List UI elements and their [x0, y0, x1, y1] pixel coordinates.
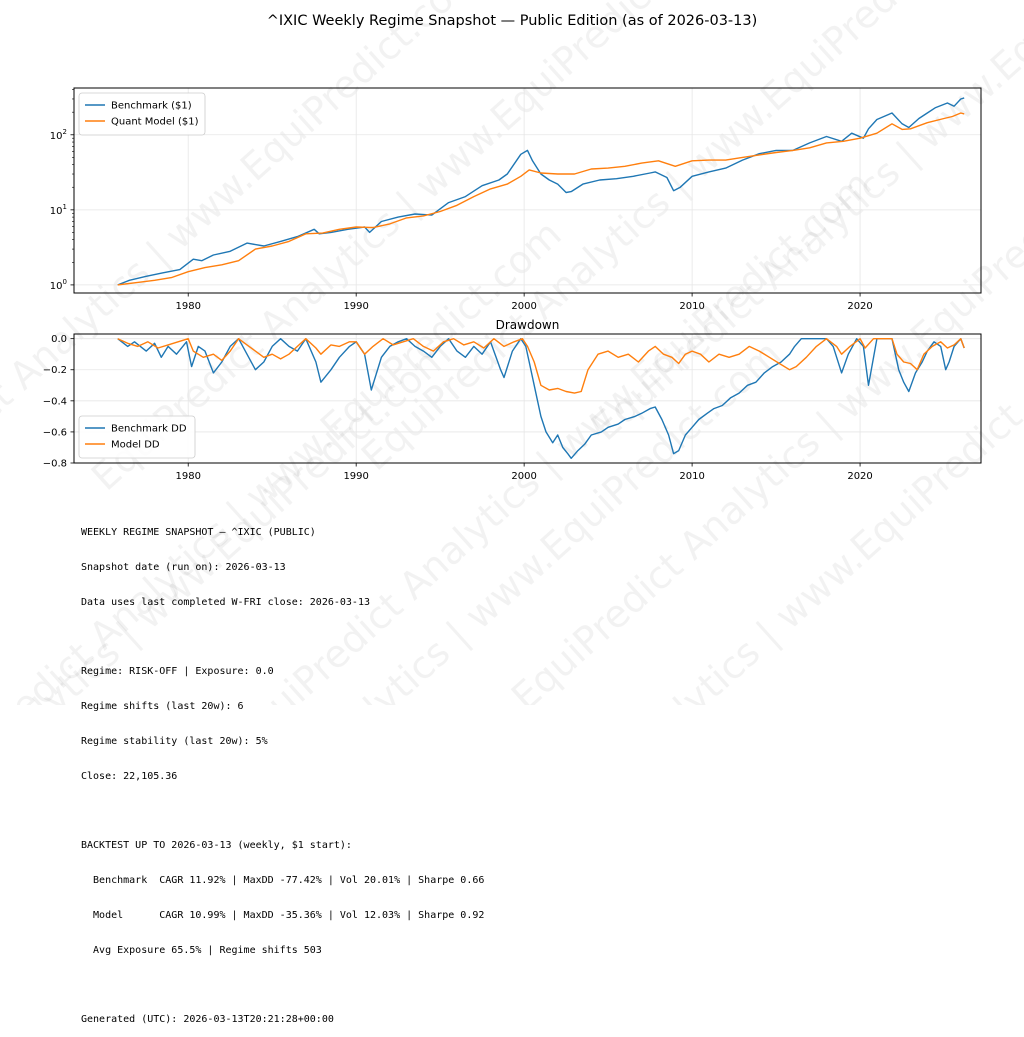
y-tick-label: −0.2 — [43, 365, 67, 376]
figure-canvas: EquiPredict Analytics | www.EquiPredict.… — [0, 0, 1024, 705]
drawdown-title: Drawdown — [496, 318, 560, 332]
x-tick-label: 2010 — [679, 301, 704, 312]
report-line-data-close: Data uses last completed W-FRI close: 20… — [81, 596, 370, 608]
legend-box — [78, 415, 196, 459]
drawdown-series-layer — [117, 338, 965, 459]
y-tick-label: 0.0 — [51, 334, 67, 345]
report-line-generated: Generated (UTC): 2026-03-13T20:21:28+00:… — [81, 1014, 334, 1026]
equity-gridlines — [74, 88, 981, 293]
drawdown-legend: Benchmark DD Model DD — [78, 415, 196, 459]
figure-title: ^IXIC Weekly Regime Snapshot — Public Ed… — [267, 13, 758, 29]
legend-label: Quant Model ($1) — [111, 117, 199, 128]
report-line-blank — [81, 632, 484, 644]
report-line-regime-shifts: Regime shifts (last 20w): 6 — [81, 701, 244, 713]
legend-label: Model DD — [111, 440, 160, 451]
x-tick-label: 2000 — [511, 301, 536, 312]
report-line-snapshot-date: Snapshot date (run on): 2026-03-13 — [81, 561, 286, 573]
y-tick-label: 100 — [50, 278, 67, 292]
series-line-benchmark-dd — [117, 338, 965, 459]
x-tick-label: 1990 — [343, 471, 368, 482]
report-line-heading: WEEKLY REGIME SNAPSHOT — ^IXIC (PUBLIC) — [81, 527, 316, 539]
x-tick-label: 1980 — [175, 301, 200, 312]
drawdown-axes-frame — [73, 333, 982, 464]
equity-axes-frame — [73, 87, 982, 294]
report-line-avg-exposure: Avg Exposure 65.5% | Regime shifts 503 — [81, 944, 322, 956]
report-line-model-stats: Model CAGR 10.99% | MaxDD -35.36% | Vol … — [81, 909, 485, 921]
y-tick-label: 102 — [50, 128, 67, 142]
y-tick-label: −0.8 — [43, 459, 67, 470]
equity-x-ticks: 1980 1990 2000 2010 2020 — [175, 293, 873, 312]
report-line-close: Close: 22,105.36 — [81, 770, 178, 782]
x-tick-label: 2020 — [847, 471, 872, 482]
report-line-regime-stability: Regime stability (last 20w): 5% — [81, 735, 268, 747]
series-line-quant-model-1 — [117, 112, 965, 286]
snapshot-report-text: WEEKLY REGIME SNAPSHOT — ^IXIC (PUBLIC) … — [81, 504, 484, 1037]
drawdown-x-ticks: 1980 1990 2000 2010 2020 — [175, 463, 873, 482]
x-tick-label: 1990 — [343, 301, 368, 312]
x-tick-label: 1980 — [175, 471, 200, 482]
y-tick-label: −0.4 — [43, 396, 67, 407]
report-line-backtest-heading: BACKTEST UP TO 2026-03-13 (weekly, $1 st… — [81, 840, 352, 852]
drawdown-y-ticks: 0.0 −0.2 −0.4 −0.6 −0.8 — [43, 334, 74, 470]
report-line-regime: Regime: RISK-OFF | Exposure: 0.0 — [81, 666, 274, 678]
report-line-benchmark-stats: Benchmark CAGR 11.92% | MaxDD -77.42% | … — [81, 875, 485, 886]
series-line-benchmark-1 — [117, 97, 965, 286]
equity-curve-panel: 1980 1990 2000 2010 2020 100 101 102 Benchmark… — [50, 87, 982, 312]
legend-label: Benchmark DD — [111, 424, 187, 435]
equity-y-ticks: 100 101 102 — [50, 89, 74, 292]
legend-label: Benchmark ($1) — [111, 101, 192, 112]
equity-legend: Benchmark ($1) Quant Model ($1) — [78, 92, 206, 136]
report-line-blank — [81, 805, 484, 817]
y-tick-label: −0.6 — [43, 427, 67, 438]
equity-series-layer — [117, 97, 965, 286]
x-tick-label: 2000 — [511, 471, 536, 482]
report-line-blank — [81, 979, 484, 991]
series-line-model-dd — [117, 338, 965, 394]
y-tick-label: 101 — [50, 203, 67, 217]
x-tick-label: 2020 — [847, 301, 872, 312]
legend-box — [78, 92, 206, 136]
x-tick-label: 2010 — [679, 471, 704, 482]
drawdown-panel: Drawdown 1980 1990 2000 2010 2020 0.0 −0.2 −0.… — [43, 318, 982, 482]
